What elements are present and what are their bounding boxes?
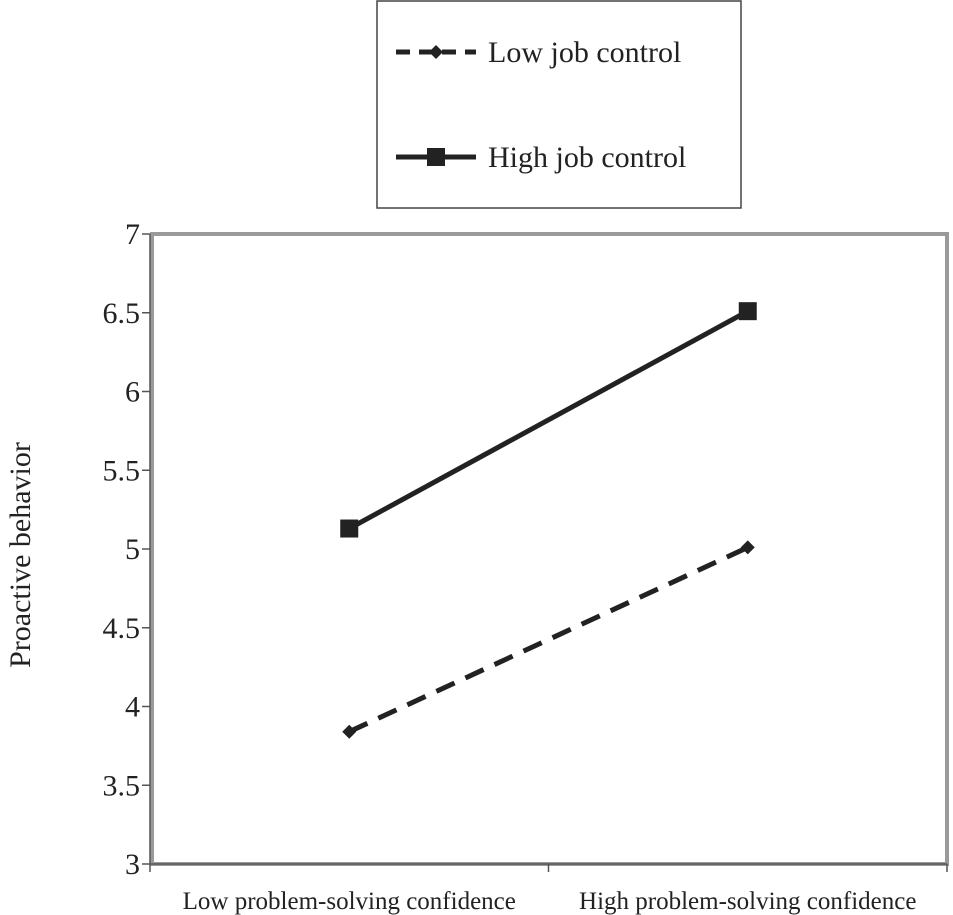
data-point	[738, 302, 757, 321]
x-ticks: Low problem-solving confidence High probl…	[149, 864, 948, 915]
legend-label: High job control	[488, 141, 686, 174]
y-axis-title: Proactive behavior	[4, 442, 37, 668]
y-ticks: 3 3.5 4 4.5 5 5.5 6 6.5 7	[103, 218, 150, 881]
y-tick-label: 5.5	[103, 454, 141, 487]
data-point	[740, 540, 755, 555]
legend-item: High job control	[396, 141, 686, 174]
y-tick-label: 3.5	[103, 769, 141, 802]
legend-swatch-marker	[427, 148, 445, 166]
x-tick-label: High problem-solving confidence	[579, 888, 916, 915]
series-line	[348, 545, 749, 734]
series-line	[348, 308, 749, 531]
legend-swatch-marker	[429, 45, 443, 59]
legend-box	[376, 0, 742, 209]
data-point	[340, 519, 359, 538]
legend: Low job control High job control	[396, 36, 686, 174]
series-0	[342, 540, 755, 739]
x-tick-label: Low problem-solving confidence	[183, 888, 516, 915]
legend-label: Low job control	[488, 36, 681, 69]
y-tick-label: 6.5	[103, 297, 141, 330]
series-layer	[340, 302, 757, 739]
y-tick-label: 4.5	[103, 612, 141, 645]
y-tick-label: 3	[125, 848, 140, 881]
data-point	[342, 724, 357, 739]
legend-item: Low job control	[396, 36, 681, 69]
y-tick-label: 7	[125, 218, 140, 251]
y-tick-label: 6	[125, 376, 140, 409]
y-tick-label: 4	[125, 691, 140, 724]
y-tick-label: 5	[125, 533, 140, 566]
plot-area	[150, 232, 949, 866]
series-1	[340, 302, 757, 538]
